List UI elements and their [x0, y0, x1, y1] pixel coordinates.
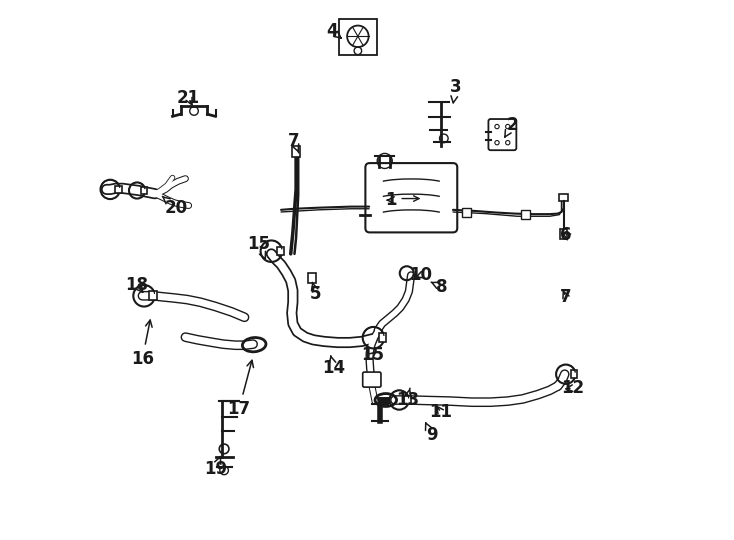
Bar	[521, 211, 530, 219]
Bar	[338, 18, 377, 55]
Text: 8: 8	[431, 278, 448, 296]
FancyBboxPatch shape	[366, 163, 457, 232]
Text: 1: 1	[385, 191, 397, 209]
Text: 11: 11	[429, 403, 453, 421]
Text: 7: 7	[288, 132, 299, 153]
Bar	[115, 186, 122, 193]
Text: 15: 15	[361, 346, 384, 364]
Text: 2: 2	[505, 116, 518, 137]
Text: 21: 21	[177, 89, 200, 107]
FancyBboxPatch shape	[488, 119, 516, 150]
Bar	[404, 396, 411, 404]
FancyBboxPatch shape	[363, 372, 381, 387]
Text: 12: 12	[562, 379, 584, 397]
Text: 18: 18	[126, 276, 148, 294]
Text: 13: 13	[396, 388, 419, 409]
Bar	[308, 273, 316, 283]
Text: 4: 4	[327, 22, 341, 40]
Text: 19: 19	[204, 456, 227, 478]
Text: 7: 7	[560, 288, 572, 306]
Text: 15: 15	[247, 235, 270, 259]
Bar	[277, 247, 284, 255]
Text: 10: 10	[410, 266, 432, 285]
Bar	[570, 370, 578, 378]
Text: 20: 20	[162, 197, 188, 217]
Bar	[292, 146, 300, 157]
Text: 14: 14	[322, 356, 345, 377]
Bar	[462, 208, 470, 217]
Text: 16: 16	[131, 320, 154, 368]
Bar	[559, 194, 568, 201]
Text: 9: 9	[426, 423, 437, 444]
Bar	[150, 292, 157, 300]
Text: 6: 6	[560, 226, 572, 244]
Text: 17: 17	[228, 360, 253, 417]
Text: 5: 5	[310, 282, 321, 303]
Bar	[560, 229, 567, 239]
Bar	[141, 187, 147, 194]
Text: 3: 3	[450, 78, 462, 103]
Bar	[379, 333, 386, 342]
